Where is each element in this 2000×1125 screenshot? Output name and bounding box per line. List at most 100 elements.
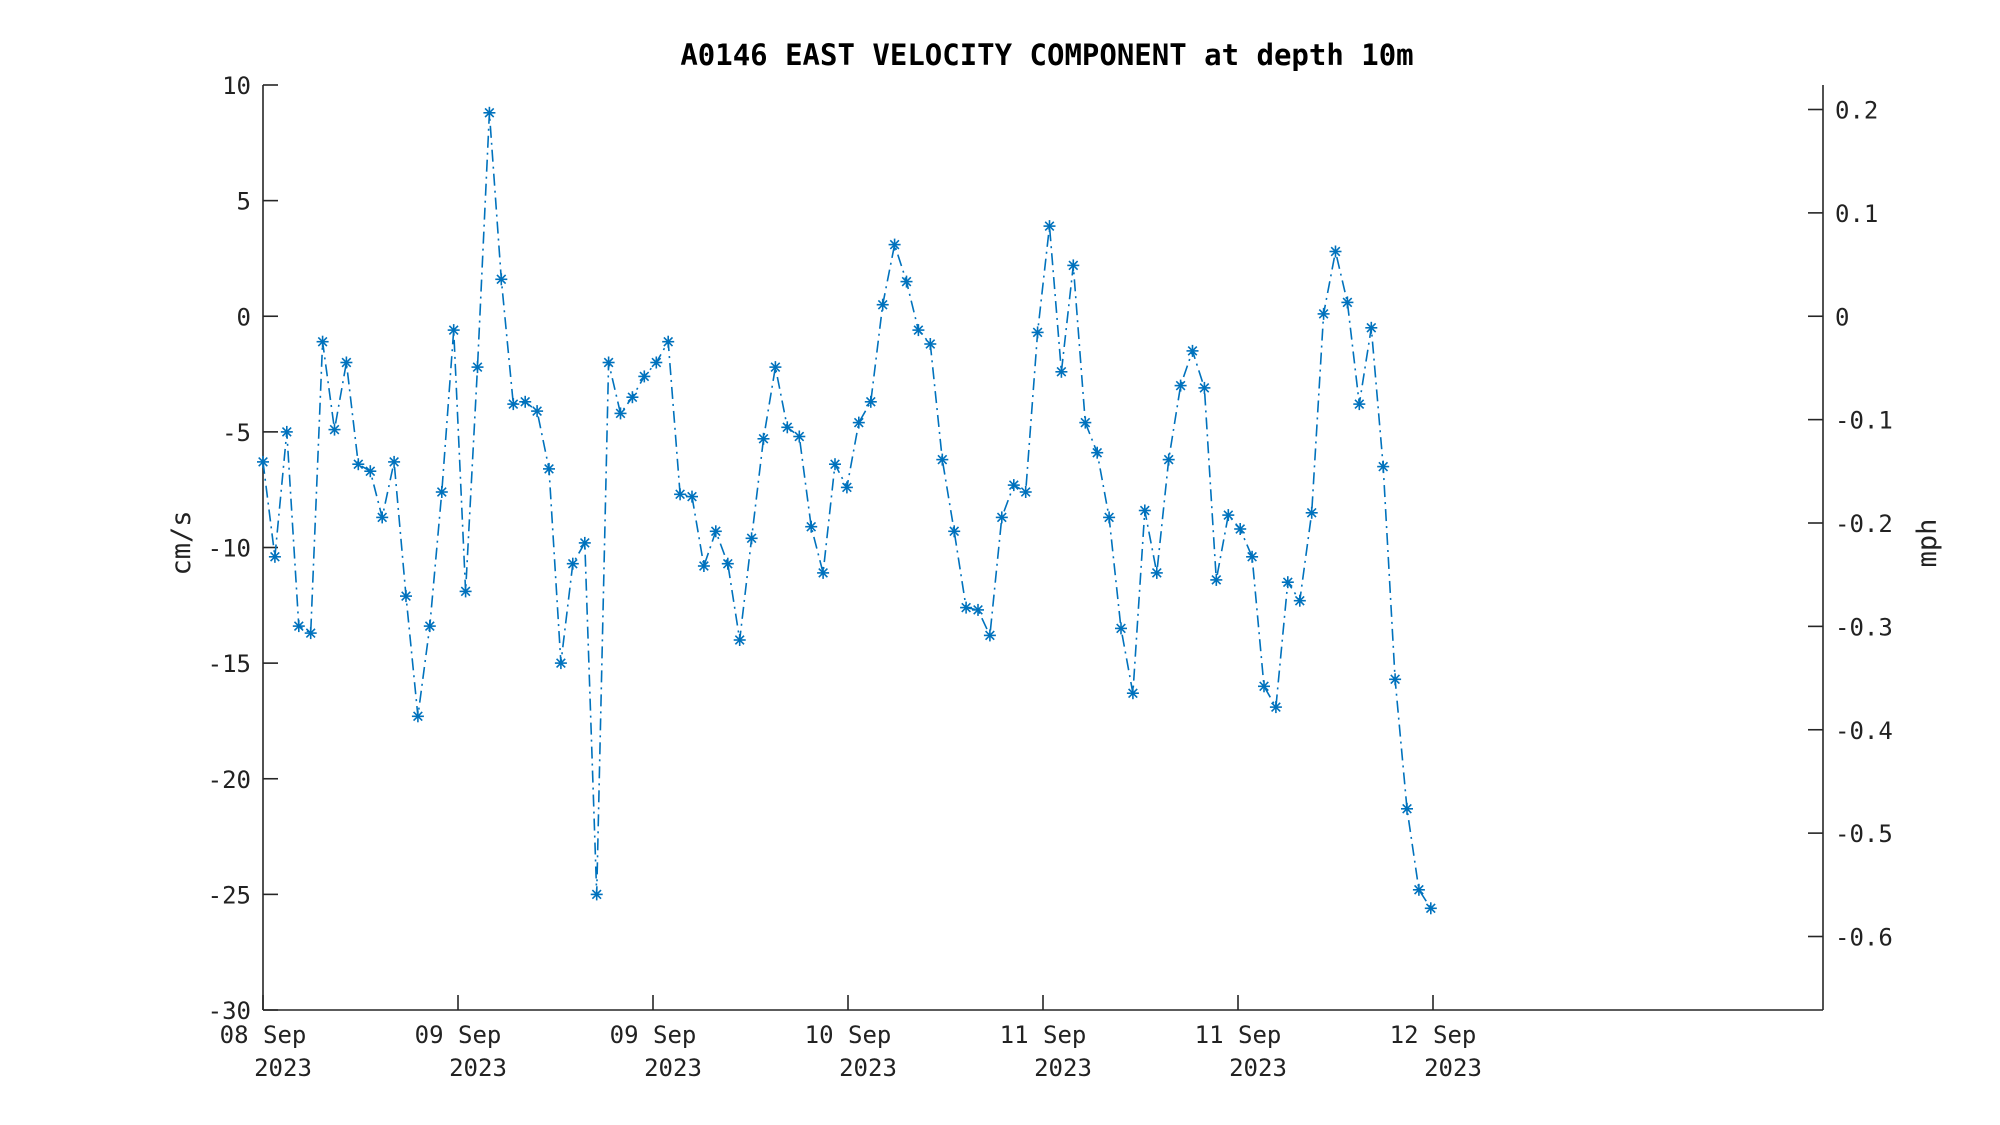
x-tick-label: 12 Sep [1390, 1021, 1477, 1049]
data-point [1377, 460, 1390, 473]
y-tick-label-right: -0.5 [1835, 820, 1893, 848]
data-point [948, 525, 961, 538]
data-point [924, 338, 937, 350]
data-point [280, 425, 293, 438]
data-point [602, 356, 615, 369]
data-point [447, 324, 460, 337]
data-point [268, 550, 281, 563]
data-point [352, 458, 365, 471]
y-tick-label-right: -0.1 [1835, 407, 1893, 435]
data-point [435, 486, 448, 498]
chart-title: A0146 EAST VELOCITY COMPONENT at depth 1… [680, 38, 1413, 72]
x-tick-label-year: 2023 [254, 1054, 312, 1082]
x-tick-label-year: 2023 [1034, 1054, 1092, 1082]
x-tick-label: 09 Sep [415, 1021, 502, 1049]
y-tick-label-right: -0.6 [1835, 924, 1893, 952]
data-point [614, 407, 627, 420]
data-point [471, 361, 484, 374]
data-point [578, 536, 591, 549]
data-point [1412, 883, 1425, 896]
data-point [1269, 701, 1282, 714]
data-point [793, 430, 806, 443]
y-tick-label-left: -20 [208, 766, 251, 794]
data-point [328, 423, 341, 436]
data-point [292, 620, 305, 633]
y-tick-label-right: -0.3 [1835, 613, 1893, 641]
x-tick-label-year: 2023 [449, 1054, 507, 1082]
data-point [376, 511, 389, 524]
data-point [1103, 511, 1116, 524]
data-point [638, 370, 651, 383]
data-point [769, 361, 782, 374]
data-point [340, 356, 353, 369]
data-point [1043, 220, 1056, 233]
data-point [364, 465, 377, 478]
y-tick-label-right: 0.1 [1835, 200, 1878, 228]
data-point [662, 335, 675, 348]
data-point [745, 532, 758, 545]
data-point [1305, 506, 1318, 519]
data-point [1150, 566, 1163, 579]
data-point [1353, 398, 1366, 411]
plot-area [257, 106, 1437, 915]
y-axis-left: 10 5 0 -5 -10 -15 -20 -25 -30 [208, 72, 278, 1025]
data-point [983, 629, 996, 642]
x-tick-label: 11 Sep [1000, 1021, 1087, 1049]
data-point [495, 273, 508, 286]
y-axis-right: 0.2 0.1 0 -0.1 -0.2 -0.3 -0.4 -0.5 -0.6 [1808, 96, 1893, 952]
data-point [1424, 902, 1437, 915]
y-axis-label-left: cm/s [166, 510, 197, 575]
data-point [1389, 673, 1402, 686]
data-point [543, 462, 555, 475]
data-point [1317, 307, 1330, 320]
data-point [1174, 379, 1187, 392]
data-point [1222, 509, 1235, 522]
data-point [733, 634, 746, 646]
x-tick-label-year: 2023 [1229, 1054, 1287, 1082]
data-point [709, 525, 722, 538]
y-tick-label-left: 5 [237, 188, 251, 216]
series-line [262, 112, 1432, 909]
x-tick-label: 08 Sep [220, 1021, 307, 1049]
data-point [423, 620, 436, 633]
data-point [1186, 344, 1199, 357]
data-point [888, 238, 901, 251]
data-point [852, 416, 865, 429]
data-point [566, 557, 579, 570]
data-point [507, 398, 520, 411]
data-point [519, 395, 532, 408]
data-point [1067, 259, 1080, 272]
data-point [400, 590, 412, 603]
data-point [388, 455, 401, 468]
data-point [316, 335, 329, 348]
data-point [626, 391, 639, 404]
data-point [1019, 486, 1032, 498]
x-tick-label: 09 Sep [610, 1021, 697, 1049]
data-point [1055, 365, 1068, 378]
data-point [936, 453, 949, 466]
data-point [1281, 576, 1294, 589]
data-point [1079, 416, 1092, 429]
data-point [257, 455, 269, 468]
data-point [1115, 622, 1127, 635]
data-point [805, 520, 818, 533]
data-point [483, 106, 496, 119]
y-tick-label-left: -10 [208, 535, 251, 563]
data-point [531, 405, 544, 418]
data-point [912, 324, 925, 337]
data-point [1091, 446, 1104, 459]
data-point [411, 710, 424, 723]
data-point [554, 657, 567, 670]
y-tick-label-left: 10 [222, 72, 251, 100]
y-tick-label-right: -0.2 [1835, 510, 1893, 538]
y-tick-label-right: 0.2 [1835, 96, 1878, 124]
data-point [1341, 296, 1354, 309]
data-point [864, 395, 877, 408]
data-point [817, 566, 830, 579]
data-point [1138, 504, 1151, 517]
x-tick-label-year: 2023 [839, 1054, 897, 1082]
data-point [1198, 381, 1211, 394]
data-point [1329, 245, 1342, 258]
data-point [1210, 573, 1223, 586]
